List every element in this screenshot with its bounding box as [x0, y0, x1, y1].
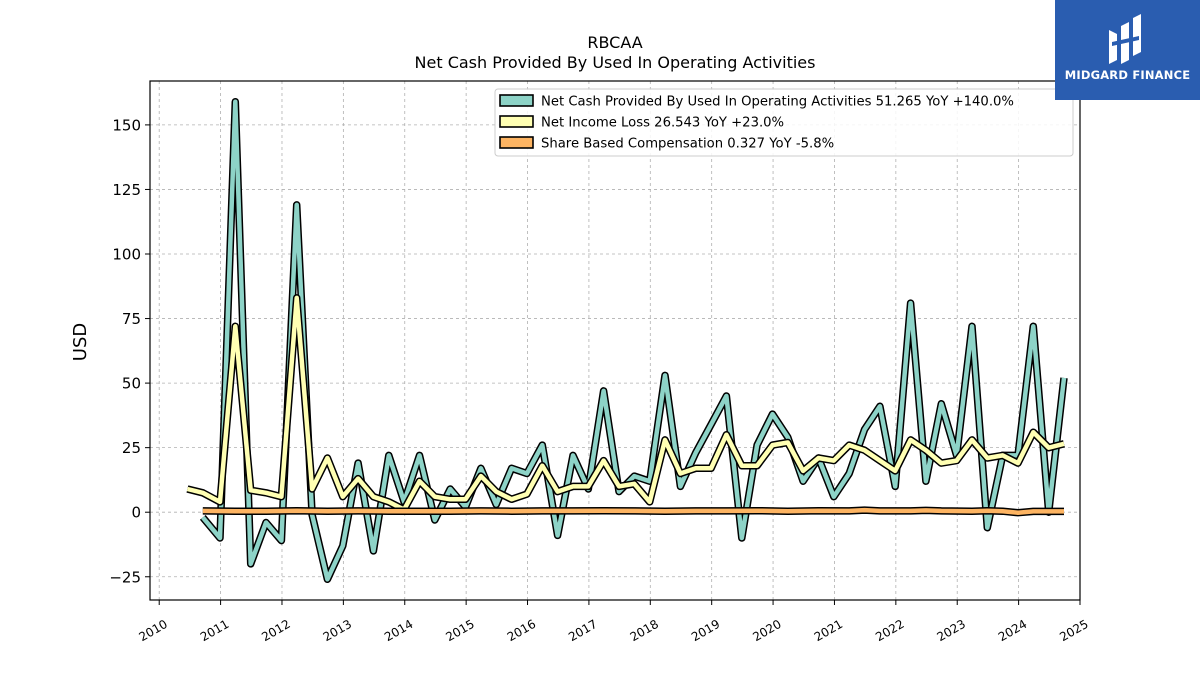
y-tick-label: 50 — [122, 375, 141, 393]
x-tick-label: 2020 — [750, 617, 783, 644]
legend-swatch — [499, 136, 534, 149]
x-tick-label: 2021 — [812, 617, 845, 644]
y-tick-label: 150 — [112, 116, 141, 134]
chart-title: RBCAA — [587, 33, 642, 52]
y-axis-label: USD — [70, 323, 91, 361]
x-tick-label: 2015 — [443, 617, 476, 644]
series-line — [186, 295, 1065, 512]
series-line — [202, 507, 1064, 515]
y-tick-label: 125 — [112, 181, 141, 199]
series-line — [201, 99, 1067, 582]
y-tick-label: 25 — [122, 439, 141, 457]
midgard-logo-icon — [1109, 14, 1141, 64]
legend-label: Net Cash Provided By Used In Operating A… — [541, 95, 1014, 110]
x-tick-label: 2018 — [628, 617, 661, 644]
legend-label: Share Based Compensation 0.327 YoY -5.8% — [541, 137, 834, 152]
y-tick-label: 75 — [122, 310, 141, 328]
x-tick-label: 2014 — [382, 617, 415, 644]
x-tick-label: 2011 — [198, 617, 231, 644]
y-tick-label: −25 — [109, 568, 141, 586]
brand-logo-text: MIDGARD FINANCE — [1064, 68, 1191, 82]
x-tick-label: 2019 — [689, 617, 722, 644]
legend-swatch — [499, 115, 534, 128]
x-tick-label: 2024 — [996, 617, 1029, 644]
x-tick-label: 2013 — [321, 617, 354, 644]
x-tick-label: 2023 — [935, 617, 968, 644]
x-tick-label: 2012 — [259, 617, 292, 644]
legend-box — [494, 88, 1074, 157]
y-tick-label: 100 — [112, 246, 141, 264]
x-tick-label: 2017 — [566, 617, 599, 644]
y-axis: −25 0 25 50 75 100 125 150 — [109, 116, 150, 586]
x-tick-label: 2016 — [505, 617, 538, 644]
plot-frame — [149, 80, 1081, 601]
x-tick-label: 2010 — [136, 617, 169, 644]
x-tick-label: 2025 — [1057, 617, 1090, 644]
legend-swatch — [499, 94, 534, 107]
brand-logo: MIDGARD FINANCE — [1055, 0, 1200, 100]
chart-subtitle: Net Cash Provided By Used In Operating A… — [415, 53, 816, 72]
plot-area — [186, 97, 1068, 584]
legend: Net Cash Provided By Used In Operating A… — [494, 88, 1074, 157]
legend-label: Net Income Loss 26.543 YoY +23.0% — [541, 116, 784, 131]
x-tick-label: 2022 — [873, 617, 906, 644]
x-axis: 2010 2011 2012 2013 2014 2015 2016 2017 2018 2019… — [136, 600, 1091, 644]
y-tick-label: 0 — [131, 504, 141, 522]
